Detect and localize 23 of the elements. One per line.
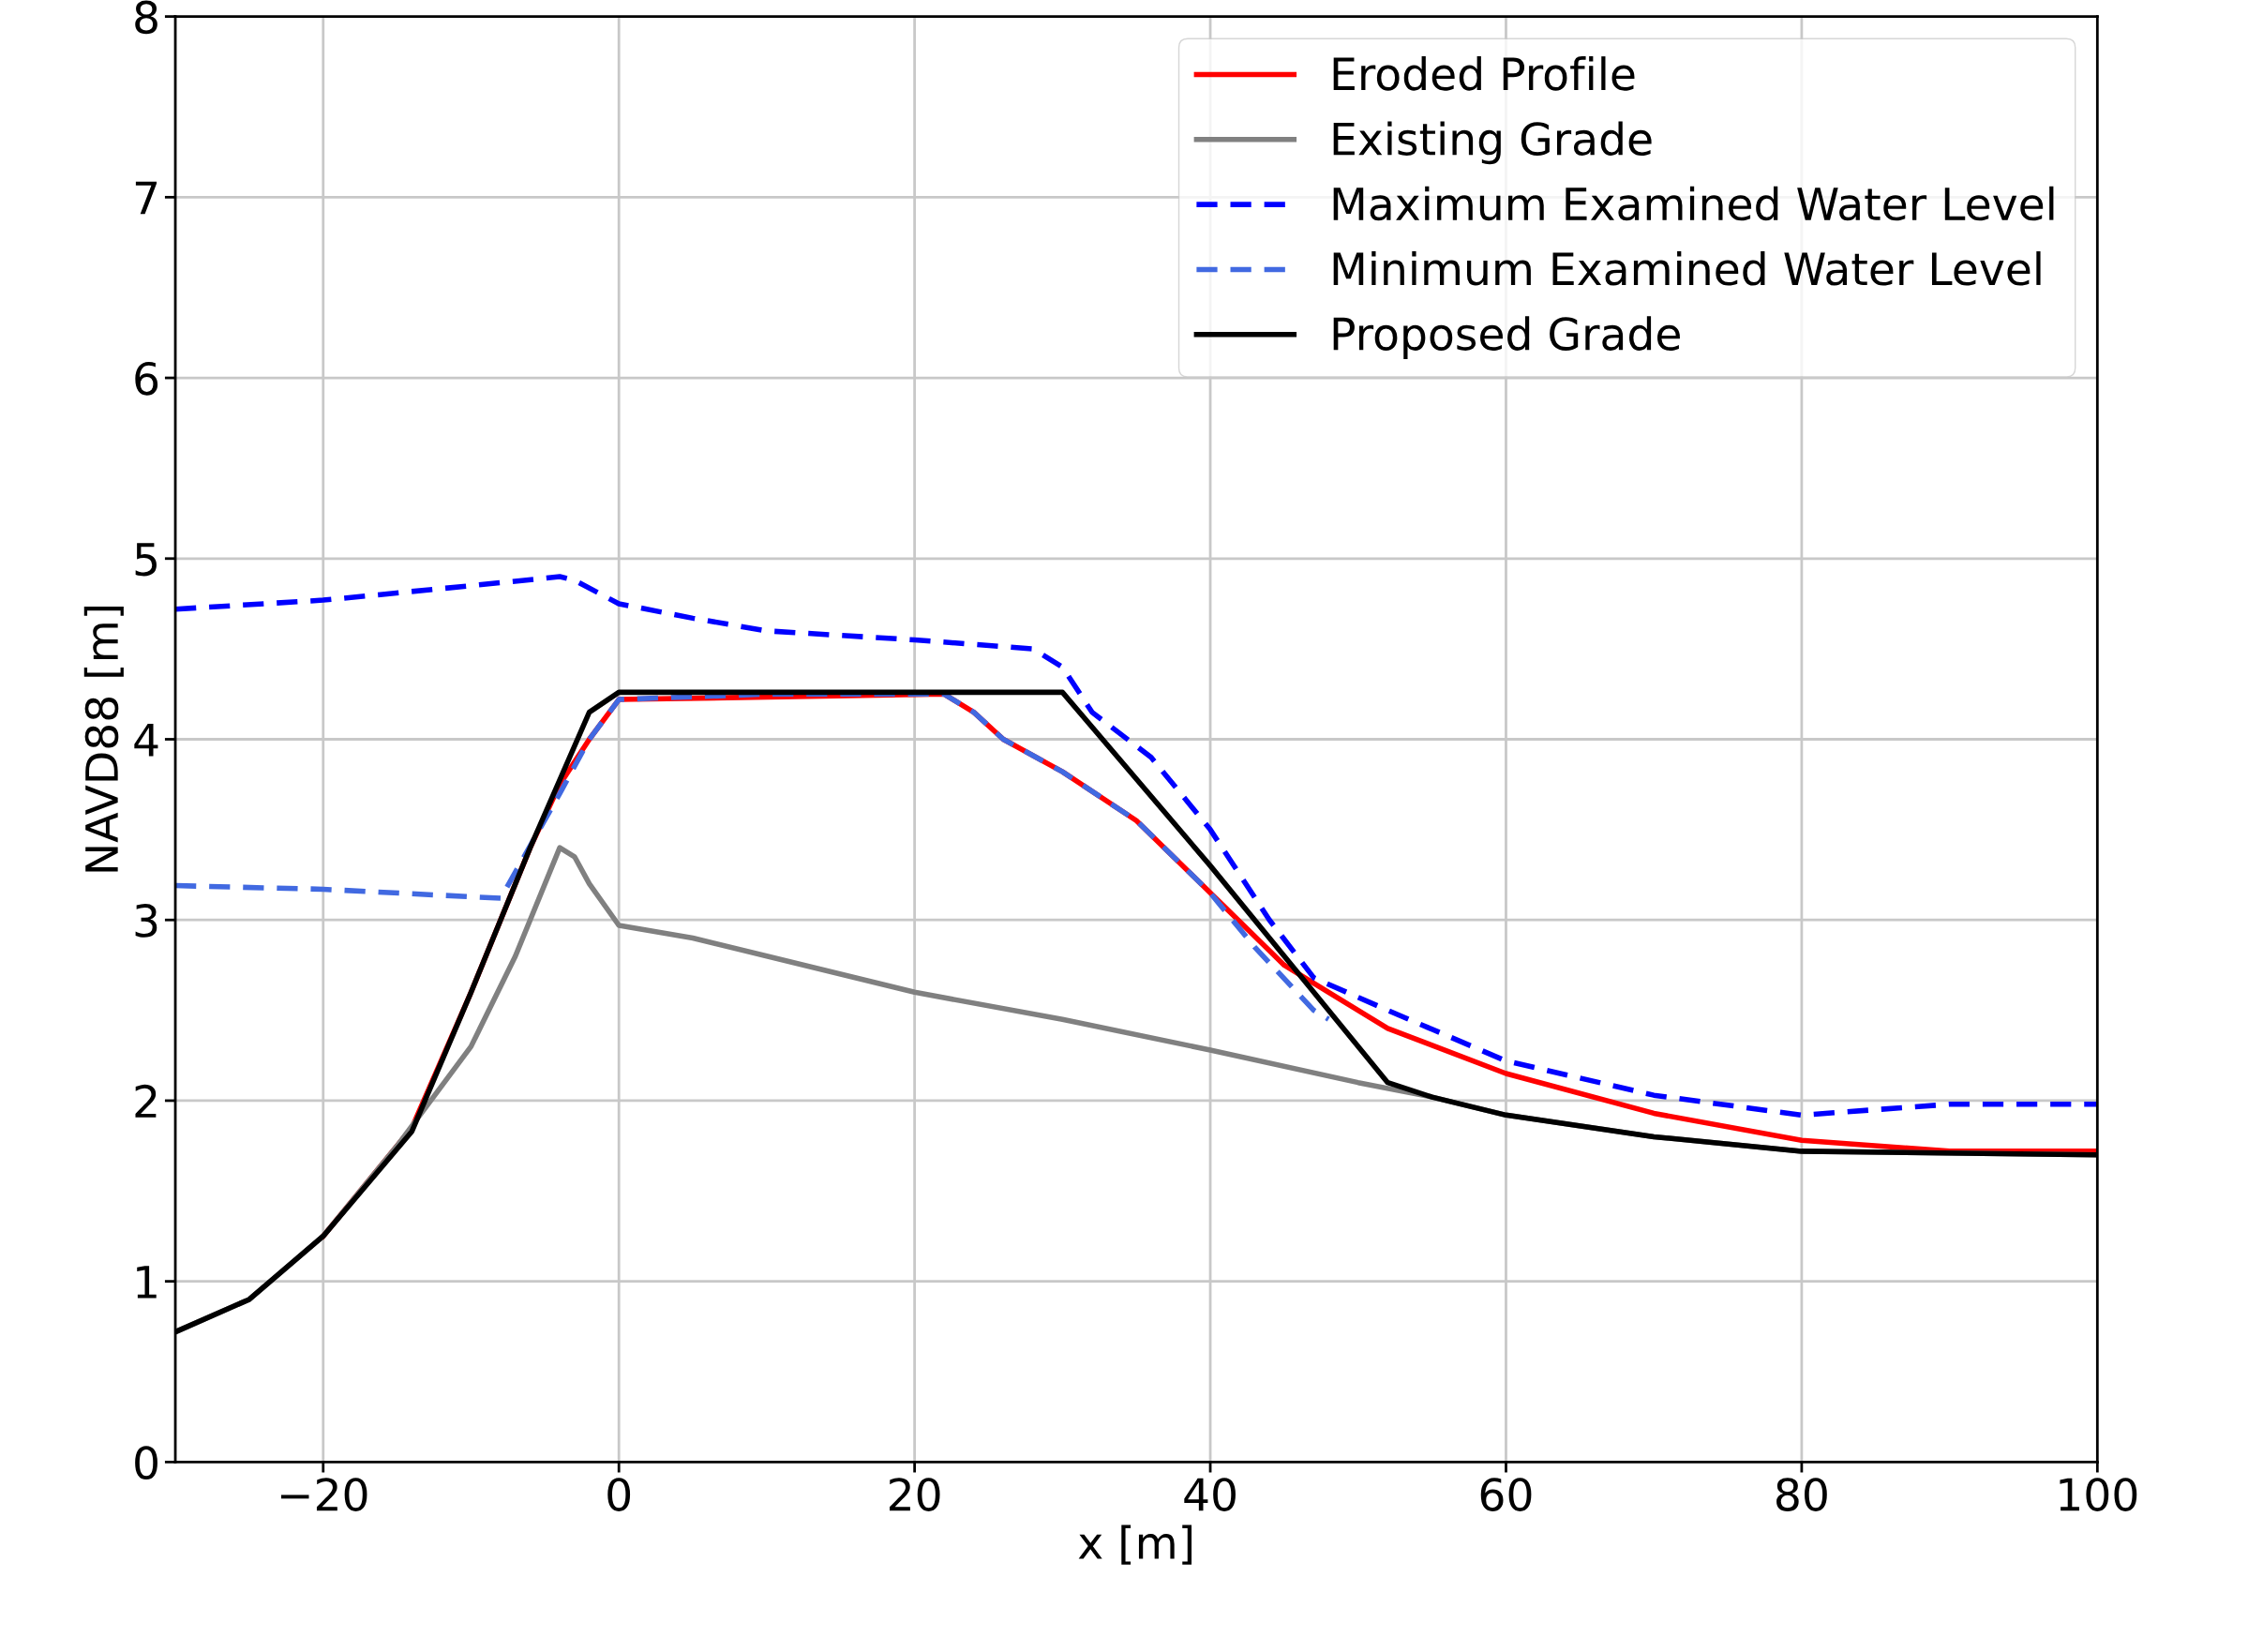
y-tick-label: 4 — [134, 724, 158, 757]
legend-label: Minimum Examined Water Level — [1333, 251, 2041, 286]
legend-label: Proposed Grade — [1333, 316, 1680, 360]
x-axis-title: x [m] — [1078, 1524, 1192, 1565]
y-tick-label: 0 — [135, 1446, 157, 1479]
y-tick-label: 3 — [135, 904, 157, 938]
x-tick-label: 0 — [607, 1478, 631, 1511]
y-tick-label: 6 — [135, 361, 158, 396]
legend-label: Existing Grade — [1333, 121, 1652, 165]
y-tick-label: 5 — [135, 543, 157, 577]
y-tick-label: 1 — [137, 1266, 157, 1299]
x-tick-label: 80 — [1776, 1478, 1827, 1511]
y-tick-label: 8 — [135, 0, 157, 35]
x-tick-label: −20 — [280, 1478, 367, 1511]
x-tick-label: 40 — [1184, 1478, 1236, 1511]
x-tick-label: 20 — [890, 1478, 940, 1511]
x-tick-label: 100 — [2060, 1478, 2137, 1511]
legend-label: Maximum Examined Water Level — [1333, 186, 2054, 221]
y-tick-label: 2 — [135, 1084, 157, 1118]
y-axis-title: NAVD88 [m] — [83, 606, 124, 872]
x-tick-label: 60 — [1480, 1478, 1532, 1511]
legend-label: Eroded Profile — [1333, 56, 1635, 91]
y-tick-label: 7 — [135, 181, 157, 215]
